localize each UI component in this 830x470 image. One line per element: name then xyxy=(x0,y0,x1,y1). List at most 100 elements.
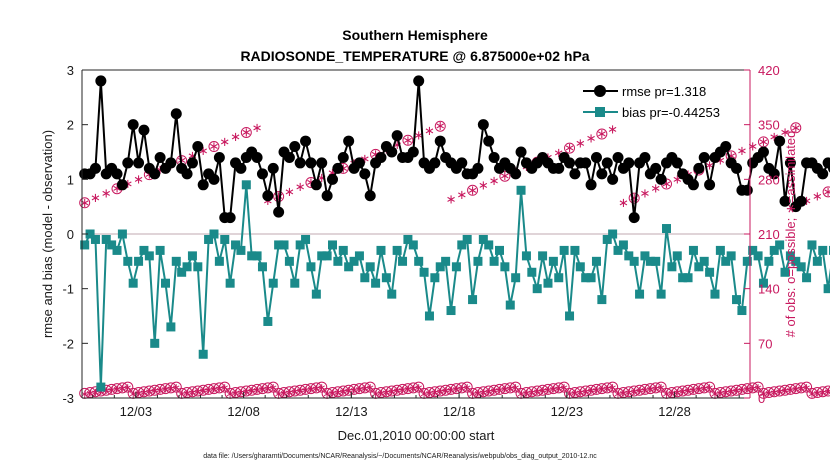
bias-point xyxy=(672,251,682,261)
rmse-point xyxy=(639,151,651,163)
rmse-point xyxy=(192,141,204,153)
bias-point xyxy=(688,245,698,255)
obs-possible-point xyxy=(79,197,91,209)
obs-assimilated-point: ∗ xyxy=(118,383,127,395)
bias-point xyxy=(274,240,284,250)
obs-possible-point xyxy=(89,386,101,398)
obs-possible-point xyxy=(116,382,128,394)
obs-possible-point xyxy=(283,386,295,398)
left-tick-label: 1 xyxy=(67,172,74,187)
rmse-point xyxy=(596,168,608,180)
obs-possible-point xyxy=(704,381,716,393)
obs-possible-point xyxy=(774,385,786,397)
obs-assimilated-point: ∗ xyxy=(446,384,455,396)
obs-assimilated-point: ∗ xyxy=(764,388,773,400)
bias-point xyxy=(624,251,634,261)
x-axis-label: Dec.01,2010 00:00:00 start xyxy=(338,428,495,443)
obs-assimilated-point: ∗ xyxy=(344,385,353,397)
legend: rmse pr=1.318 bias pr=-0.44253 xyxy=(583,84,720,120)
bias-point xyxy=(478,234,488,244)
obs-possible-point xyxy=(332,386,344,398)
obs-possible-point xyxy=(639,383,651,395)
bias-point xyxy=(117,229,127,239)
obs-possible-point xyxy=(817,386,829,398)
obs-possible-point xyxy=(310,382,322,394)
obs-assimilated-point: ∗ xyxy=(305,174,316,189)
bias-point xyxy=(193,262,203,272)
bias-point xyxy=(742,256,752,266)
rmse-point xyxy=(693,162,705,174)
bias-point xyxy=(209,229,219,239)
bias-point xyxy=(424,311,434,321)
obs-assimilated-point: ∗ xyxy=(473,388,482,400)
bias-point xyxy=(521,251,531,261)
bias-point xyxy=(408,240,418,250)
obs-assimilated-point: ∗ xyxy=(112,384,121,396)
bias-point xyxy=(360,273,370,283)
bias-point xyxy=(247,251,257,261)
obs-assimilated-point: ∗ xyxy=(156,384,165,396)
rmse-point xyxy=(267,162,279,174)
bias-point xyxy=(640,251,650,261)
obs-assimilated-point: ∗ xyxy=(467,182,478,197)
bias-point xyxy=(295,240,305,250)
bias-point xyxy=(656,289,666,299)
obs-possible-point xyxy=(165,382,177,394)
obs-assimilated-point: ∗ xyxy=(370,146,381,161)
rmse-point xyxy=(283,151,295,163)
rmse-point xyxy=(353,157,365,169)
obs-possible-point xyxy=(483,385,495,397)
obs-possible-point xyxy=(736,383,748,395)
bias-point xyxy=(554,273,564,283)
obs-assimilated-point: ∗ xyxy=(139,387,148,399)
rmse-point xyxy=(316,157,328,169)
obs-possible-point xyxy=(256,383,268,395)
rmse-point xyxy=(795,195,807,207)
rmse-point xyxy=(375,151,387,163)
obs-assimilated-point: ∗ xyxy=(824,386,830,398)
obs-possible-point xyxy=(779,384,791,396)
obs-possible-point xyxy=(590,383,602,395)
obs-possible-point xyxy=(822,186,830,198)
x-tick-label: 12/13 xyxy=(335,404,368,419)
obs-assimilated-point: ∗ xyxy=(425,388,434,400)
obs-possible-point xyxy=(784,383,796,395)
obs-possible-point xyxy=(203,383,215,395)
bias-point xyxy=(85,229,95,239)
obs-assimilated-point: ∗ xyxy=(387,386,396,398)
obs-assimilated-point: ∗ xyxy=(715,153,726,168)
bias-point xyxy=(613,245,623,255)
obs-assimilated-point: ∗ xyxy=(613,388,622,400)
bias-point xyxy=(667,262,677,272)
obs-assimilated-point: ∗ xyxy=(758,134,769,149)
rmse-point xyxy=(601,157,613,169)
rmse-point xyxy=(580,157,592,169)
bias-point xyxy=(468,295,478,305)
obs-assimilated-point: ∗ xyxy=(829,385,830,397)
bias-point xyxy=(403,234,413,244)
bias-point xyxy=(581,273,591,283)
bias-point xyxy=(290,278,300,288)
rmse-point xyxy=(757,146,769,158)
bias-point xyxy=(505,300,515,310)
bias-point xyxy=(586,273,596,283)
obs-possible-point xyxy=(386,385,398,397)
obs-assimilated-point: ∗ xyxy=(619,388,628,400)
obs-assimilated-point: ∗ xyxy=(786,384,795,396)
obs-possible-point xyxy=(628,192,640,204)
bias-point xyxy=(462,234,472,244)
bias-point xyxy=(182,262,192,272)
obs-possible-point xyxy=(197,384,209,396)
obs-assimilated-point: ∗ xyxy=(705,382,714,394)
rmse-point xyxy=(623,157,635,169)
obs-assimilated-point: ∗ xyxy=(673,387,682,399)
obs-assimilated-point: ∗ xyxy=(484,386,493,398)
bias-point xyxy=(796,262,806,272)
obs-assimilated-point: ∗ xyxy=(818,387,827,399)
obs-assimilated-point: ∗ xyxy=(242,386,251,398)
bias-point xyxy=(705,267,715,277)
bias-point xyxy=(802,273,812,283)
rmse-point xyxy=(332,162,344,174)
obs-possible-point xyxy=(186,386,198,398)
bias-point xyxy=(565,311,575,321)
